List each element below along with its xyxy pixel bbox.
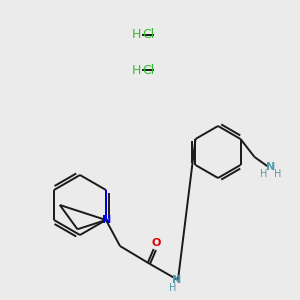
Text: N: N [102,215,112,225]
Text: N: N [266,162,275,172]
Text: H: H [131,28,141,41]
Text: O: O [151,238,161,248]
Text: H: H [169,283,177,293]
Text: N: N [172,275,182,285]
Text: Cl: Cl [142,28,154,41]
Text: H: H [131,64,141,76]
Text: Cl: Cl [142,64,154,76]
Text: H: H [274,169,281,179]
Text: H: H [260,169,267,179]
